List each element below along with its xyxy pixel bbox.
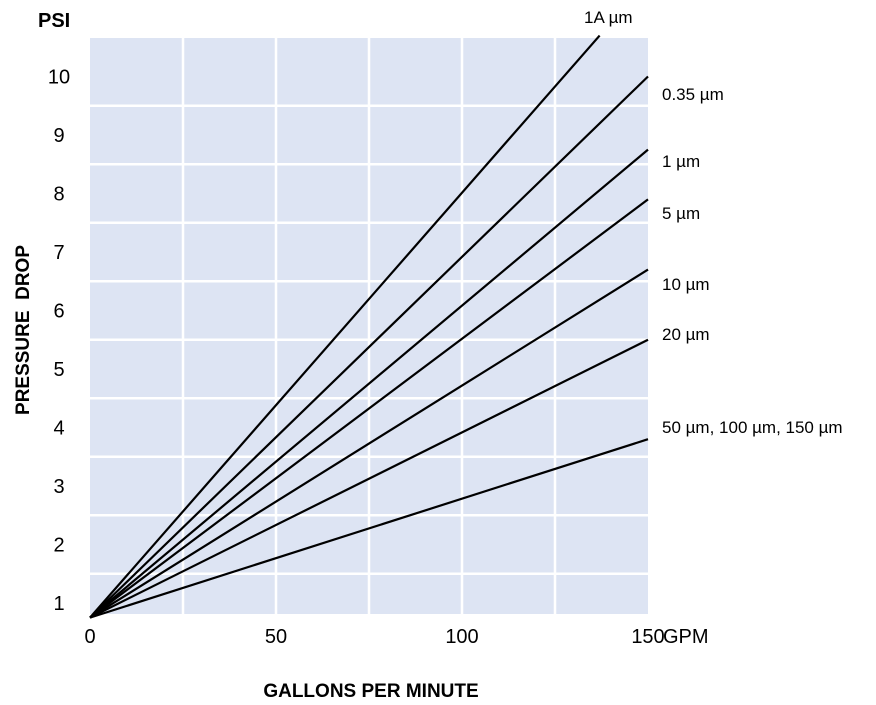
series-label: 10 µm [662,275,710,294]
series-label: 50 µm, 100 µm, 150 µm [662,418,843,437]
x-tick-label: 0 [84,626,95,648]
y-tick-label: 2 [53,535,64,557]
series-line [89,338,649,619]
y-unit-label: PSI [38,10,70,32]
series-label: 20 µm [662,325,710,344]
y-tick-label: 7 [53,242,64,264]
series-labels: 1A µm 0.35 µm 1 µm 5 µm 10 µm 20 µm 50 µm, 100… [584,8,843,437]
series-label: 0.35 µm [662,85,724,104]
y-tick-label: 3 [53,476,64,498]
series-label: 1 µm [662,152,700,171]
x-unit-label: GPM [663,626,709,648]
series-line [89,34,601,619]
y-tick-label: 5 [53,359,64,381]
x-tick-label: 100 [445,626,478,648]
series-lines [89,34,649,619]
x-axis-title: GALLONS PER MINUTE [263,681,478,702]
y-tick-label: 9 [53,125,64,147]
series-line [89,438,649,619]
y-tick-labels: 1 2 3 4 5 6 7 8 9 10 [48,67,70,616]
y-tick-label: 10 [48,67,70,89]
series-label: 5 µm [662,204,700,223]
x-tick-label: 50 [265,626,287,648]
y-tick-label: 6 [53,301,64,323]
y-axis-title: PRESSURE DROP [13,245,34,415]
grid [90,38,648,614]
series-line [89,148,649,619]
series-line [89,75,649,619]
y-tick-label: 4 [53,418,64,440]
x-tick-label: 150 [631,626,664,648]
y-tick-label: 1 [53,593,64,615]
x-tick-labels: 0 50 100 150 [84,626,664,648]
series-line [89,268,649,619]
y-tick-label: 8 [53,184,64,206]
series-line [89,198,649,619]
series-label: 1A µm [584,8,633,27]
